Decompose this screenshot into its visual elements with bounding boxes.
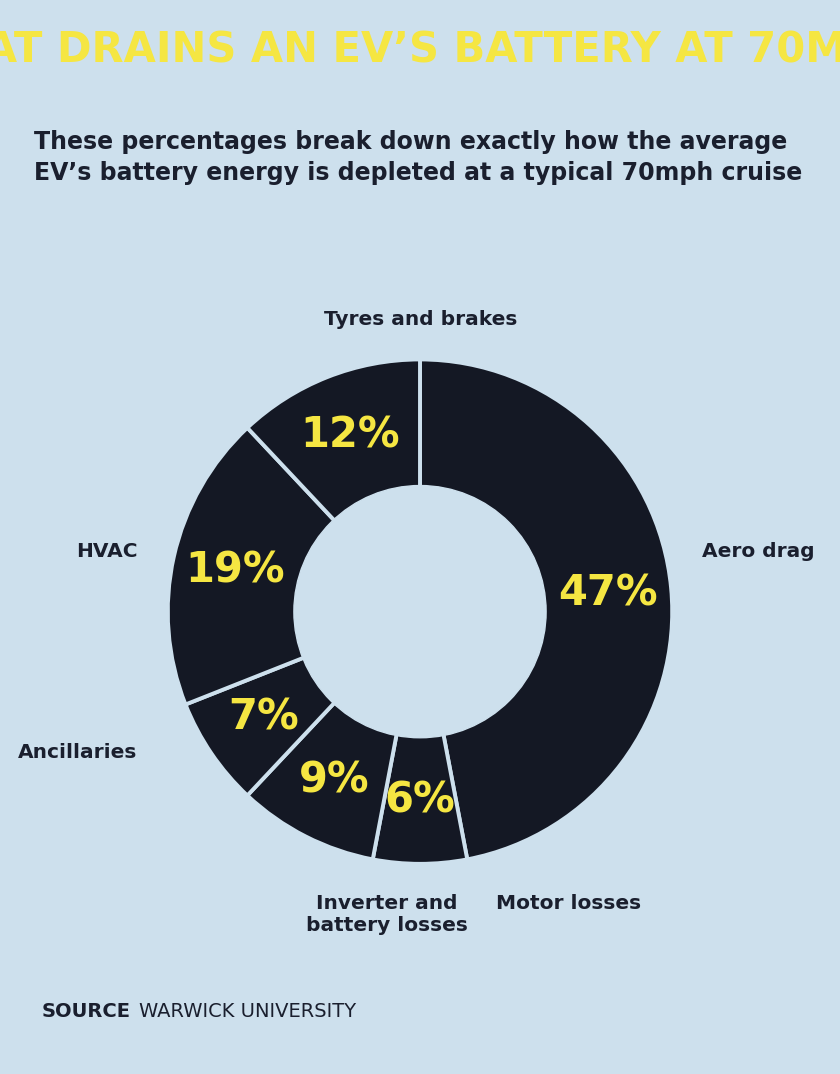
Text: 19%: 19% bbox=[186, 550, 286, 592]
Text: 6%: 6% bbox=[385, 780, 455, 822]
Text: 7%: 7% bbox=[228, 697, 299, 739]
Text: Tyres and brakes: Tyres and brakes bbox=[324, 310, 517, 329]
Text: 47%: 47% bbox=[559, 572, 658, 614]
Text: WHAT DRAINS AN EV’S BATTERY AT 70MPH?: WHAT DRAINS AN EV’S BATTERY AT 70MPH? bbox=[0, 29, 840, 72]
Text: Aero drag: Aero drag bbox=[702, 541, 815, 561]
Text: WARWICK UNIVERSITY: WARWICK UNIVERSITY bbox=[139, 1002, 355, 1020]
Wedge shape bbox=[247, 360, 420, 612]
Wedge shape bbox=[168, 427, 420, 705]
Text: Inverter and
battery losses: Inverter and battery losses bbox=[307, 895, 468, 935]
Circle shape bbox=[294, 485, 546, 738]
Text: These percentages break down exactly how the average
EV’s battery energy is depl: These percentages break down exactly how… bbox=[34, 130, 802, 185]
Text: HVAC: HVAC bbox=[76, 541, 138, 561]
Wedge shape bbox=[373, 612, 467, 863]
Wedge shape bbox=[420, 360, 672, 859]
Wedge shape bbox=[186, 612, 420, 796]
Text: Ancillaries: Ancillaries bbox=[18, 743, 138, 763]
Text: Motor losses: Motor losses bbox=[496, 895, 641, 913]
Wedge shape bbox=[247, 612, 420, 859]
Text: 12%: 12% bbox=[301, 415, 400, 456]
Text: 9%: 9% bbox=[299, 759, 370, 801]
Text: SOURCE: SOURCE bbox=[42, 1002, 131, 1020]
